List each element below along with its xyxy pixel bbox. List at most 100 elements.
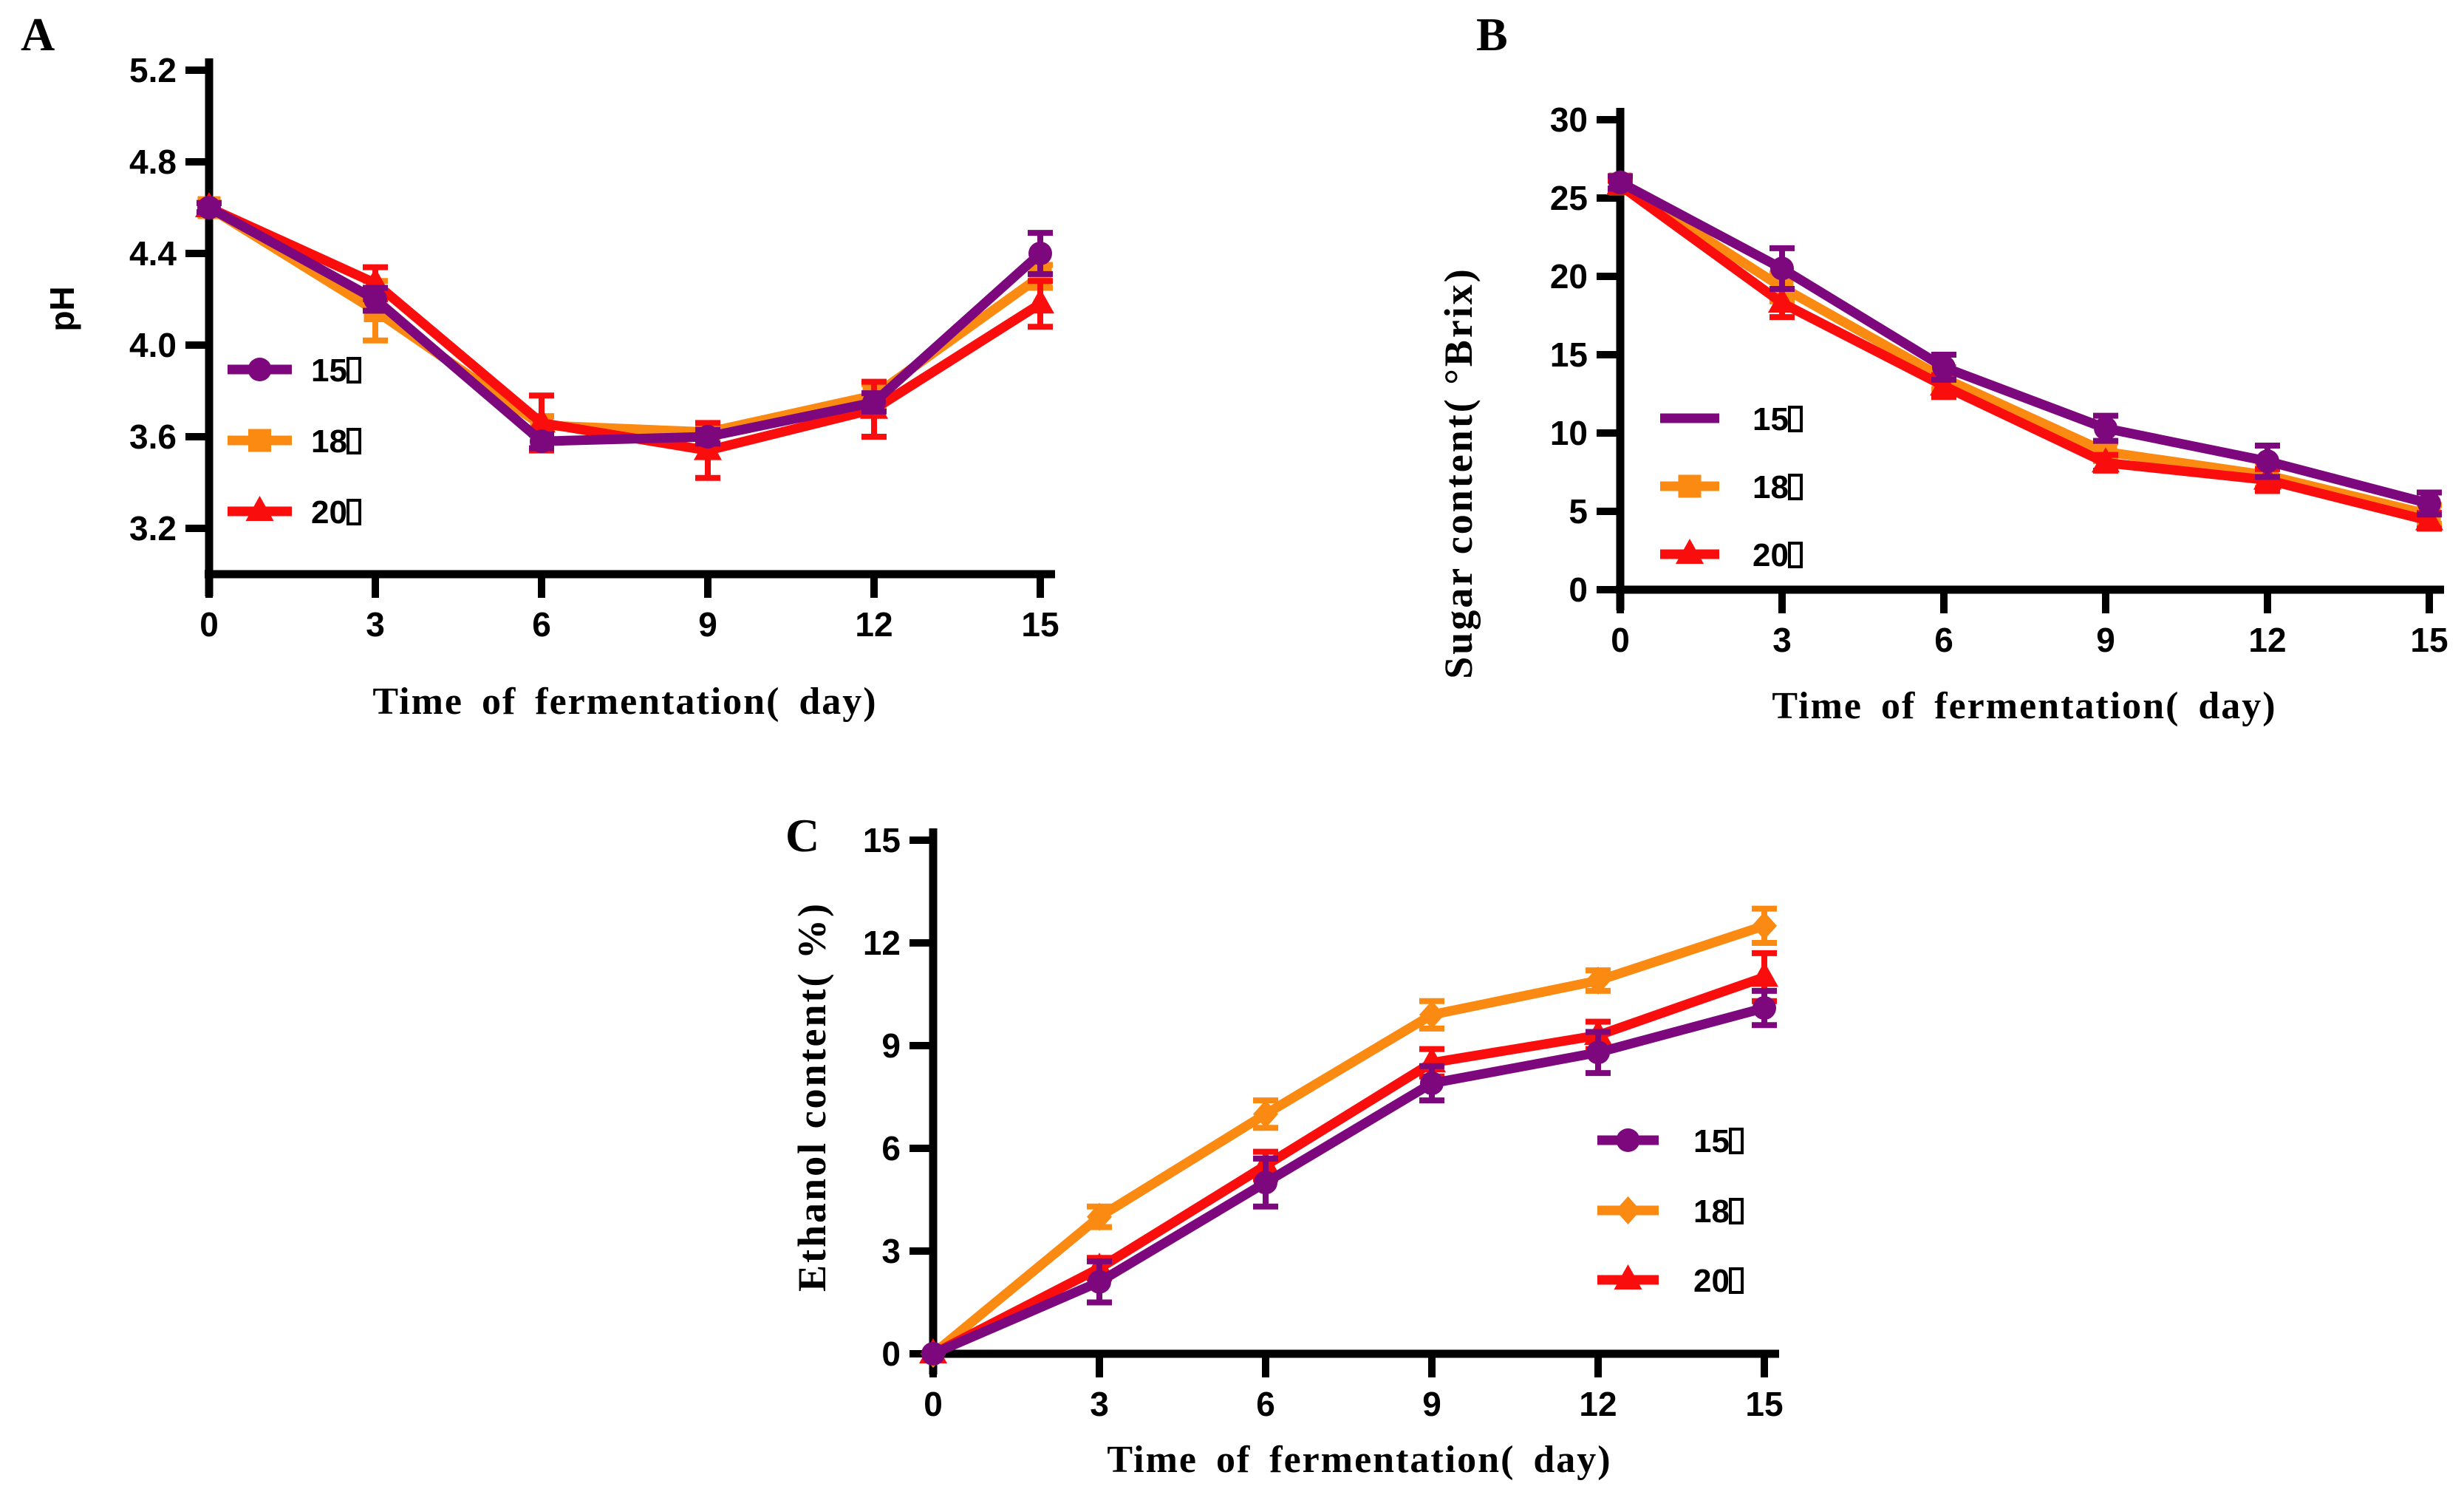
legend-label: 18 (1753, 469, 1789, 505)
marker-circle (2256, 449, 2279, 474)
legend-label: 15 (1693, 1123, 1730, 1159)
axes: 0 3 6 9 12 15 0 3 6 9 12 15 (863, 821, 1784, 1423)
marker-circle (2094, 416, 2117, 440)
chart-a-plot: 0 3 6 9 12 15 3.2 3.6 4.0 4.4 4.8 5.2 15 18 20 (129, 51, 1059, 644)
degree-unit-missing-glyph-box (1788, 542, 1803, 568)
degree-unit-missing-glyph-box (1729, 1267, 1744, 1294)
x-tick-label: 15 (1021, 605, 1059, 644)
series-line-20C (928, 972, 1769, 1359)
x-axis-title-b: Time of fermentation( day) (1772, 685, 2276, 727)
degree-unit-missing-glyph-box (347, 428, 361, 454)
marker-circle (1254, 1171, 1277, 1195)
marker-circle (1608, 170, 1632, 194)
legend: 15 18 20 (1597, 1123, 1744, 1299)
y-tick-label: 10 (1550, 414, 1588, 452)
marker-diamond (1087, 1202, 1112, 1231)
y-tick-label: 6 (881, 1129, 901, 1168)
x-tick-label: 3 (1090, 1385, 1109, 1423)
marker-circle (364, 287, 387, 311)
y-axis-title-b: Sugar content( °Brix) (1436, 267, 1481, 679)
x-tick-label: 0 (1611, 621, 1630, 659)
x-tick-label: 15 (2410, 621, 2448, 659)
marker-triangle (1026, 288, 1054, 314)
x-axis-title-c: Time of fermentation( day) (1107, 1439, 1611, 1481)
y-tick-label: 4.8 (129, 143, 177, 181)
y-tick-label: 15 (863, 821, 901, 859)
x-tick-label: 15 (1745, 1385, 1783, 1423)
series-line-18C (1615, 179, 2434, 519)
series-15C (1608, 170, 2442, 518)
y-tick-label: 0 (881, 1335, 901, 1373)
marker-triangle (1768, 287, 1796, 313)
x-tick-label: 0 (199, 605, 219, 644)
panel-label-c: C (785, 809, 819, 862)
series-15C (921, 987, 1777, 1366)
marker-circle (1586, 1040, 1610, 1065)
x-tick-label: 3 (366, 605, 385, 644)
y-tick-label: 3 (881, 1232, 901, 1270)
marker-diamond (1752, 911, 1777, 940)
x-tick-label: 0 (924, 1385, 943, 1423)
series-15C (197, 196, 1053, 454)
series-18C (197, 196, 1053, 444)
y-tick-label: 5.2 (129, 51, 177, 89)
legend-item-18C: 18 (228, 423, 361, 460)
marker-circle (530, 429, 553, 454)
marker-circle (1770, 256, 1794, 281)
degree-unit-missing-glyph-box (347, 499, 361, 525)
marker-circle (1028, 242, 1052, 265)
chart-c-plot: 0 3 6 9 12 15 0 3 6 9 12 15 15 18 20 (863, 821, 1784, 1423)
legend-item-20C: 20 (1597, 1263, 1744, 1299)
series-line-20C (204, 202, 1045, 456)
degree-unit-missing-glyph-box (1729, 1128, 1744, 1154)
y-tick-label: 30 (1550, 100, 1588, 139)
y-axis-title-a: pH (43, 286, 81, 331)
legend-marker-triangle (1614, 1264, 1642, 1289)
marker-triangle (2092, 447, 2120, 473)
x-tick-label: 3 (1772, 621, 1792, 659)
y-tick-label: 12 (863, 924, 901, 962)
legend-label: 20 (1753, 537, 1789, 573)
x-tick-label: 9 (698, 605, 717, 644)
x-tick-label: 12 (855, 605, 893, 644)
degree-unit-missing-glyph-box (1729, 1198, 1744, 1224)
legend-label: 15 (1753, 401, 1789, 437)
y-tick-label: 3.6 (129, 418, 177, 456)
legend-item-18C: 18 (1660, 469, 1803, 505)
legend-marker-square (1678, 474, 1702, 498)
marker-triangle (528, 407, 556, 433)
x-tick-label: 9 (1422, 1385, 1441, 1423)
legend-label: 20 (311, 494, 347, 531)
legend-item-15C: 15 (1660, 401, 1803, 437)
legend-marker-triangle (1676, 539, 1704, 564)
marker-circle (1420, 1071, 1444, 1095)
legend-item-15C: 15 (1597, 1123, 1744, 1159)
legend: 15 18 20 (1660, 401, 1803, 573)
y-axis-title-c: Ethanol content( %) (790, 902, 834, 1292)
legend-item-15C: 15 (228, 352, 361, 389)
panel-label-b: B (1476, 8, 1508, 61)
marker-triangle (1930, 370, 1958, 396)
marker-circle (862, 390, 886, 415)
x-tick-label: 6 (532, 605, 551, 644)
y-tick-label: 3.2 (129, 509, 177, 548)
series-line-15C (1615, 177, 2434, 508)
x-tick-label: 9 (2096, 621, 2115, 659)
x-tick-label: 6 (1256, 1385, 1275, 1423)
legend-item-20C: 20 (228, 494, 361, 531)
marker-diamond (1586, 966, 1611, 995)
axes: 0 3 6 9 12 15 0 5 10 15 20 25 30 (1550, 100, 2448, 659)
y-tick-label: 25 (1550, 179, 1588, 217)
y-tick-label: 9 (881, 1026, 901, 1065)
y-tick-label: 15 (1550, 335, 1588, 374)
legend-marker-circle (1616, 1128, 1640, 1152)
marker-triangle (2415, 505, 2443, 531)
series-line-20C (1615, 180, 2434, 526)
y-tick-label: 4.4 (129, 234, 177, 273)
legend-label: 15 (311, 352, 347, 389)
x-tick-label: 12 (1579, 1385, 1617, 1423)
marker-circle (197, 196, 221, 219)
legend-label: 18 (1693, 1193, 1730, 1230)
marker-triangle (1750, 961, 1778, 987)
